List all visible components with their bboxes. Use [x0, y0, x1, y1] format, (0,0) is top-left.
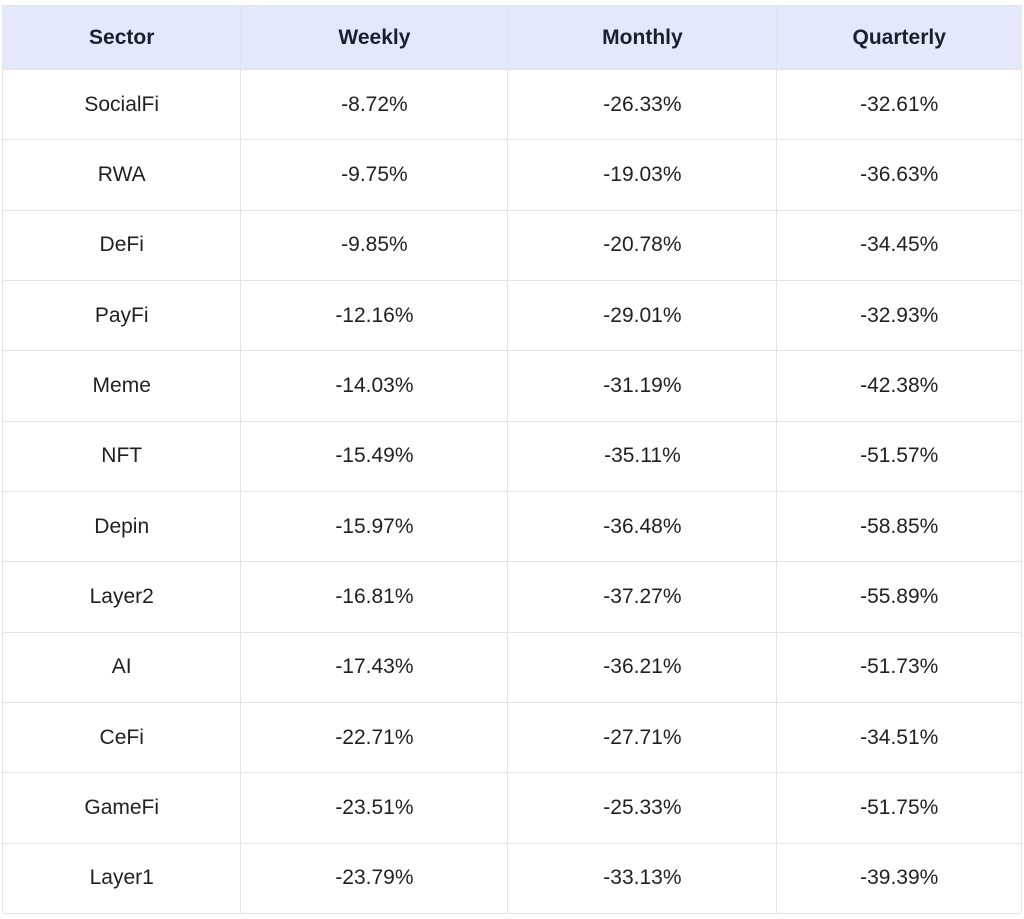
- weekly-cell: -8.72%: [240, 68, 509, 141]
- quarterly-cell: -51.73%: [776, 631, 1022, 703]
- weekly-cell: -22.71%: [240, 701, 509, 774]
- quarterly-cell: -51.75%: [776, 772, 1022, 844]
- weekly-cell: -16.81%: [240, 561, 509, 633]
- quarterly-cell: -32.61%: [776, 68, 1022, 141]
- column-header-weekly: Weekly: [240, 5, 509, 70]
- weekly-cell: -14.03%: [240, 350, 509, 422]
- monthly-cell: -20.78%: [507, 209, 778, 281]
- monthly-cell: -37.27%: [507, 561, 778, 633]
- monthly-cell: -33.13%: [507, 842, 778, 915]
- sector-cell: GameFi: [1, 772, 242, 844]
- quarterly-cell: -51.57%: [776, 420, 1022, 492]
- column-header-quarterly: Quarterly: [776, 5, 1022, 70]
- monthly-cell: -35.11%: [507, 420, 778, 492]
- monthly-cell: -36.48%: [507, 490, 778, 563]
- quarterly-cell: -42.38%: [776, 350, 1022, 422]
- table-row: DeFi -9.85% -20.78% -34.45%: [1, 209, 1022, 281]
- table-row: Meme -14.03% -31.19% -42.38%: [1, 350, 1022, 422]
- table-row: Layer2 -16.81% -37.27% -55.89%: [1, 561, 1022, 633]
- weekly-cell: -12.16%: [240, 279, 509, 352]
- table-row: RWA -9.75% -19.03% -36.63%: [1, 139, 1022, 211]
- sector-cell: DeFi: [1, 209, 242, 281]
- quarterly-cell: -34.45%: [776, 209, 1022, 281]
- header-row: Sector Weekly Monthly Quarterly: [1, 5, 1022, 70]
- sector-performance-table: Sector Weekly Monthly Quarterly SocialFi…: [1, 5, 1022, 915]
- quarterly-cell: -55.89%: [776, 561, 1022, 633]
- sector-cell: Layer2: [1, 561, 242, 633]
- table-row: NFT -15.49% -35.11% -51.57%: [1, 420, 1022, 492]
- table-row: Layer1 -23.79% -33.13% -39.39%: [1, 842, 1022, 915]
- sector-cell: RWA: [1, 139, 242, 211]
- monthly-cell: -26.33%: [507, 68, 778, 141]
- quarterly-cell: -32.93%: [776, 279, 1022, 352]
- quarterly-cell: -39.39%: [776, 842, 1022, 915]
- sector-cell: AI: [1, 631, 242, 703]
- weekly-cell: -15.49%: [240, 420, 509, 492]
- weekly-cell: -15.97%: [240, 490, 509, 563]
- sector-cell: Depin: [1, 490, 242, 563]
- monthly-cell: -29.01%: [507, 279, 778, 352]
- table-body: SocialFi -8.72% -26.33% -32.61% RWA -9.75% -19…: [1, 68, 1022, 915]
- weekly-cell: -23.79%: [240, 842, 509, 915]
- sector-cell: Meme: [1, 350, 242, 422]
- sector-table: Sector Weekly Monthly Quarterly SocialFi…: [1, 5, 1022, 915]
- table-row: AI -17.43% -36.21% -51.73%: [1, 631, 1022, 703]
- table-header: Sector Weekly Monthly Quarterly: [1, 5, 1022, 70]
- table-row: PayFi -12.16% -29.01% -32.93%: [1, 279, 1022, 352]
- sector-cell: Layer1: [1, 842, 242, 915]
- table-row: Depin -15.97% -36.48% -58.85%: [1, 490, 1022, 563]
- quarterly-cell: -34.51%: [776, 701, 1022, 774]
- weekly-cell: -9.85%: [240, 209, 509, 281]
- sector-cell: CeFi: [1, 701, 242, 774]
- table-row: GameFi -23.51% -25.33% -51.75%: [1, 772, 1022, 844]
- monthly-cell: -27.71%: [507, 701, 778, 774]
- weekly-cell: -9.75%: [240, 139, 509, 211]
- sector-cell: PayFi: [1, 279, 242, 352]
- monthly-cell: -36.21%: [507, 631, 778, 703]
- monthly-cell: -25.33%: [507, 772, 778, 844]
- weekly-cell: -23.51%: [240, 772, 509, 844]
- quarterly-cell: -36.63%: [776, 139, 1022, 211]
- monthly-cell: -19.03%: [507, 139, 778, 211]
- quarterly-cell: -58.85%: [776, 490, 1022, 563]
- weekly-cell: -17.43%: [240, 631, 509, 703]
- sector-cell: SocialFi: [1, 68, 242, 141]
- table-row: SocialFi -8.72% -26.33% -32.61%: [1, 68, 1022, 141]
- sector-cell: NFT: [1, 420, 242, 492]
- table-row: CeFi -22.71% -27.71% -34.51%: [1, 701, 1022, 774]
- column-header-sector: Sector: [1, 5, 242, 70]
- column-header-monthly: Monthly: [507, 5, 778, 70]
- monthly-cell: -31.19%: [507, 350, 778, 422]
